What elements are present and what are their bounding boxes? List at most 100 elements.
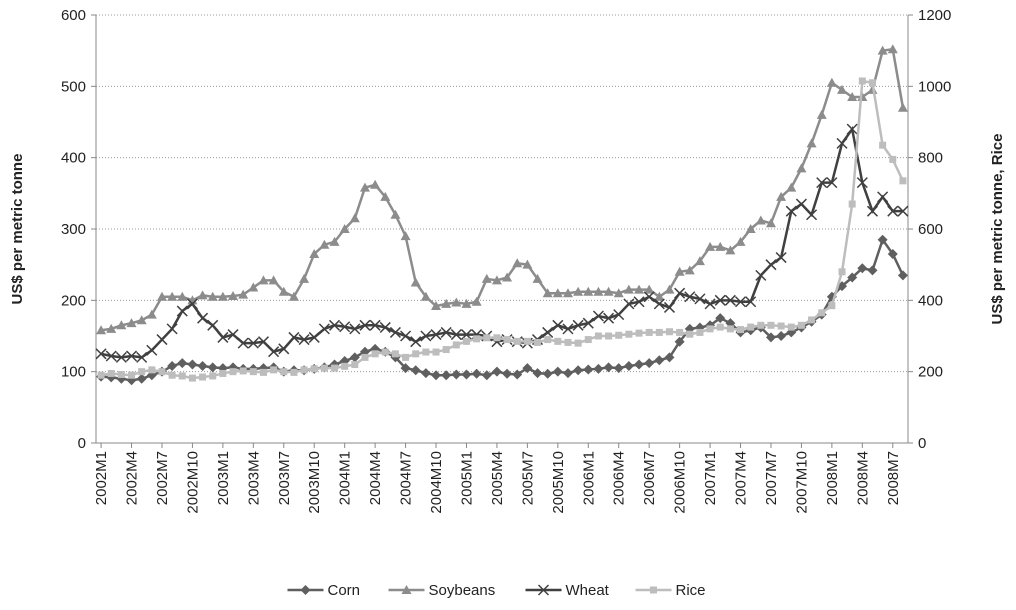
marker xyxy=(95,348,107,360)
marker xyxy=(654,355,665,366)
marker xyxy=(655,328,663,336)
marker xyxy=(583,286,594,296)
marker xyxy=(197,312,209,324)
marker xyxy=(857,263,868,274)
legend-label: Corn xyxy=(328,582,361,599)
marker xyxy=(381,348,389,356)
marker xyxy=(795,198,807,210)
marker xyxy=(270,366,278,374)
marker xyxy=(441,370,452,381)
marker xyxy=(650,586,657,594)
x-tick-label: 2006M1 xyxy=(580,451,597,505)
marker xyxy=(186,298,198,310)
legend-label: Soybeans xyxy=(429,582,496,599)
marker xyxy=(359,182,370,192)
marker xyxy=(249,368,257,376)
x-tick-label: 2008M4 xyxy=(854,451,871,505)
marker xyxy=(308,331,320,343)
marker xyxy=(537,584,550,596)
marker xyxy=(887,248,898,259)
marker xyxy=(148,366,156,374)
marker xyxy=(228,291,239,301)
marker xyxy=(430,329,442,341)
marker xyxy=(329,236,340,246)
marker xyxy=(117,371,125,379)
marker xyxy=(684,265,695,275)
marker xyxy=(554,337,562,345)
x-tick-label: 2007M1 xyxy=(702,451,719,505)
marker xyxy=(431,301,442,311)
marker xyxy=(239,367,247,375)
marker xyxy=(116,320,127,330)
marker xyxy=(309,248,320,258)
marker xyxy=(786,182,797,192)
marker xyxy=(765,218,776,228)
marker xyxy=(410,365,421,376)
marker xyxy=(400,330,412,342)
marker xyxy=(219,369,227,377)
marker xyxy=(725,245,736,255)
marker xyxy=(391,350,399,358)
y-tick-label: 200 xyxy=(61,292,86,309)
marker xyxy=(207,291,218,301)
x-tick-label: 2005M1 xyxy=(458,451,475,505)
marker xyxy=(481,273,492,283)
x-tick-label: 2003M10 xyxy=(306,451,323,514)
marker xyxy=(146,309,157,319)
marker xyxy=(328,319,341,331)
marker xyxy=(887,44,898,54)
marker xyxy=(808,316,816,324)
y2-axis-title: US$ per metric tonne, Rice xyxy=(989,134,1006,325)
marker xyxy=(787,323,795,331)
marker xyxy=(552,366,563,377)
x-tick-label: 2006M7 xyxy=(641,451,658,505)
marker xyxy=(522,363,533,374)
legend-label: Rice xyxy=(676,582,706,599)
marker xyxy=(451,369,462,380)
marker xyxy=(737,326,745,334)
marker xyxy=(715,313,726,324)
marker xyxy=(167,360,178,371)
marker xyxy=(502,368,513,379)
marker xyxy=(653,298,665,310)
x-tick-label: 2003M1 xyxy=(215,451,232,505)
marker xyxy=(757,321,765,329)
marker xyxy=(97,371,105,379)
series-line xyxy=(100,236,905,382)
marker xyxy=(877,234,888,245)
marker xyxy=(705,241,716,251)
marker xyxy=(715,241,726,251)
marker xyxy=(278,286,289,296)
marker xyxy=(552,288,563,298)
marker xyxy=(502,272,513,282)
marker xyxy=(706,325,714,333)
series xyxy=(96,44,908,335)
marker xyxy=(806,138,817,148)
marker xyxy=(582,317,594,329)
marker xyxy=(432,348,440,356)
marker xyxy=(371,350,379,358)
marker xyxy=(797,321,805,329)
marker xyxy=(828,302,836,310)
y2-tick-label: 200 xyxy=(918,364,943,381)
y2-tick-label: 1200 xyxy=(918,7,951,24)
marker xyxy=(319,239,330,249)
marker xyxy=(623,298,635,310)
marker xyxy=(128,371,136,379)
marker xyxy=(674,287,686,299)
marker xyxy=(370,179,381,189)
y-axis-title: US$ per metric tonne xyxy=(9,154,26,305)
marker xyxy=(278,343,290,355)
marker xyxy=(826,177,838,189)
marker xyxy=(300,585,311,595)
marker xyxy=(899,177,907,185)
x-tick-label: 2004M10 xyxy=(428,451,445,514)
marker xyxy=(188,374,196,382)
marker xyxy=(290,368,298,376)
marker xyxy=(562,323,574,335)
marker xyxy=(229,368,237,376)
x-tick-label: 2007M7 xyxy=(763,451,780,505)
marker xyxy=(676,328,684,336)
marker xyxy=(714,294,726,306)
marker xyxy=(887,205,899,217)
